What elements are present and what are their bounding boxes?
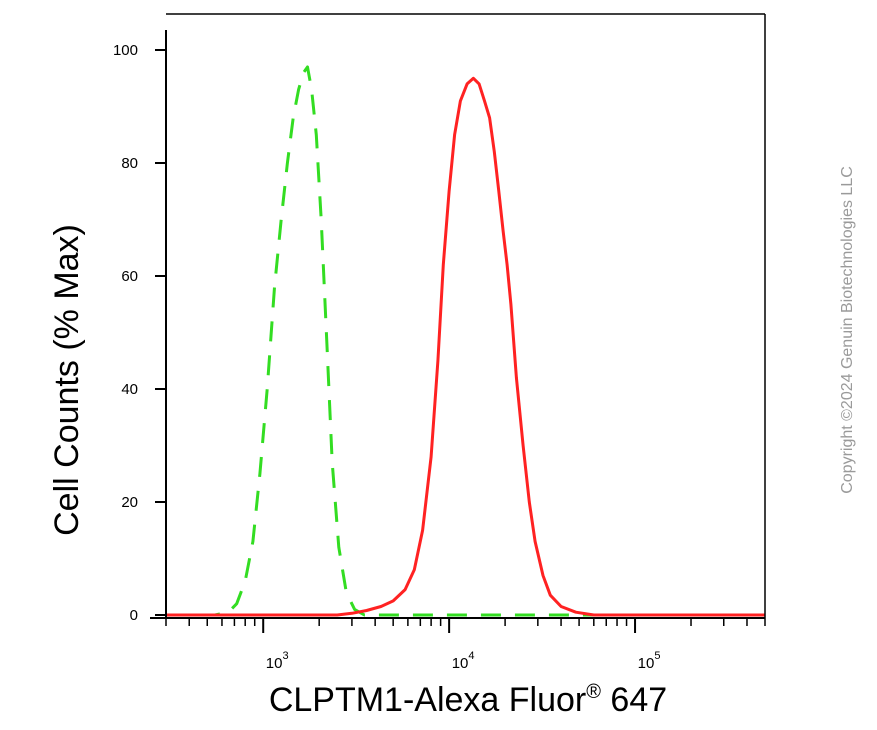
x-tick-label-base: 10 (266, 655, 283, 672)
series-layer (166, 65, 765, 617)
x-axis-title-suffix: 647 (601, 681, 667, 719)
x-tick-label-exponent: 3 (282, 650, 288, 662)
x-tick-label-base: 10 (638, 655, 655, 672)
x-axis-title-main: CLPTM1-Alexa Fluor (269, 681, 586, 719)
y-axis-title: Cell Counts (% Max) (48, 224, 86, 536)
x-tick-label-exponent: 4 (468, 650, 474, 662)
x-tick-label: 103 (266, 650, 289, 672)
y-tick-label: 100 (113, 42, 138, 59)
x-axis-title-registered: ® (586, 681, 601, 703)
y-tick-label: 20 (121, 494, 138, 511)
x-tick-label: 104 (452, 650, 475, 672)
y-tick-label: 60 (121, 268, 138, 285)
axes-layer (150, 13, 766, 619)
copyright-text: Copyright ©2024 Genuin Biotechnologies L… (839, 166, 856, 494)
y-tick-label: 80 (121, 155, 138, 172)
y-tick-label: 40 (121, 381, 138, 398)
y-tick-label: 0 (130, 607, 138, 624)
series-1-line (166, 76, 765, 617)
x-tick-label: 105 (638, 650, 661, 672)
x-axis-title: CLPTM1-Alexa Fluor® 647 (269, 681, 667, 719)
x-tick-label-exponent: 5 (654, 650, 660, 662)
series-0-line (166, 65, 765, 617)
x-tick-label-base: 10 (452, 655, 469, 672)
